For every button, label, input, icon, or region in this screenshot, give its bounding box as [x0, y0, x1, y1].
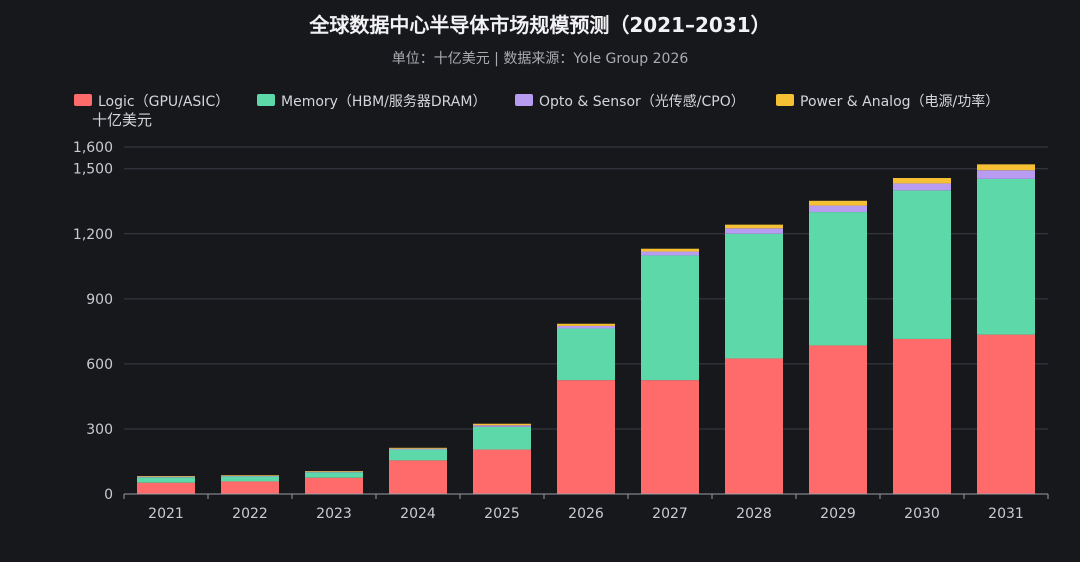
x-axis: 2021 2022 2023 2024 2025 2026 2027 2028 2029 2030… [123, 493, 1049, 522]
bar-segment[interactable] [809, 205, 867, 213]
bar-segment[interactable] [221, 475, 279, 476]
legend-swatch-4[interactable] [776, 94, 794, 106]
bar-segment[interactable] [725, 224, 783, 229]
bar-segment[interactable] [809, 212, 867, 346]
x-tick-label: 2021 [148, 506, 184, 522]
bar-segment[interactable] [977, 178, 1035, 335]
bar-segment[interactable] [893, 178, 951, 184]
bar-stack-2024[interactable] [389, 447, 447, 494]
x-tick-label: 2028 [736, 506, 772, 522]
bar-stack-2026[interactable] [557, 323, 615, 494]
bar-segment[interactable] [893, 190, 951, 339]
bar-segment[interactable] [389, 448, 447, 450]
bar-segment[interactable] [137, 475, 195, 477]
bar-segment[interactable] [641, 248, 699, 252]
bar-stack-2031[interactable] [977, 164, 1035, 494]
bar-segment[interactable] [641, 380, 699, 494]
bar-stack-2030[interactable] [893, 178, 951, 494]
x-tick-label: 2024 [400, 506, 436, 522]
bar-segment[interactable] [977, 170, 1035, 179]
bar-segment[interactable] [305, 477, 363, 494]
bar-segment[interactable] [305, 472, 363, 478]
x-tick-label: 2025 [484, 506, 520, 522]
x-tick-label: 2030 [904, 506, 940, 522]
x-tick-label: 2026 [568, 506, 604, 522]
y-tick-label: 900 [86, 292, 113, 308]
bar-segment[interactable] [893, 338, 951, 494]
y-tick-label: 1,600 [73, 140, 113, 156]
bar-segment[interactable] [725, 228, 783, 234]
bar-segment[interactable] [557, 380, 615, 494]
legend-swatch-3[interactable] [515, 94, 533, 106]
bar-stack-2029[interactable] [809, 200, 867, 494]
y-tick-label: 1,200 [73, 227, 113, 243]
bar-segment[interactable] [473, 425, 531, 427]
bar-segment[interactable] [137, 477, 195, 483]
bar-segment[interactable] [725, 233, 783, 359]
x-tick-label: 2027 [652, 506, 688, 522]
bar-segment[interactable] [221, 481, 279, 494]
legend-label-4[interactable]: Power & Analog（电源/功率） [800, 93, 999, 110]
x-tick-label: 2022 [232, 506, 268, 522]
bar-stack-2027[interactable] [641, 248, 699, 494]
x-tick-label: 2029 [820, 506, 856, 522]
chart-title: 全球数据中心半导体市场规模预测（2021–2031） [308, 13, 770, 37]
bar-segment[interactable] [473, 449, 531, 494]
bar-segment[interactable] [389, 449, 447, 461]
bar-stack-2025[interactable] [473, 423, 531, 494]
bar-segment[interactable] [221, 476, 279, 482]
bar-segment[interactable] [725, 358, 783, 494]
chart-subtitle: 单位：十亿美元 | 数据来源：Yole Group 2026 [392, 51, 689, 67]
bar-stacks [137, 164, 1035, 494]
bar-segment[interactable] [305, 471, 363, 473]
y-tick-label: 1,500 [73, 162, 113, 178]
x-tick-label: 2031 [988, 506, 1024, 522]
bar-segment[interactable] [557, 325, 615, 329]
bar-segment[interactable] [809, 345, 867, 494]
bar-segment[interactable] [557, 328, 615, 381]
bar-segment[interactable] [137, 476, 195, 478]
y-axis-ticks: 0 300 600 900 1,200 1,500 1,600 [73, 140, 113, 503]
bar-stack-2021[interactable] [137, 475, 195, 494]
y-tick-label: 600 [86, 357, 113, 373]
bar-segment[interactable] [473, 426, 531, 450]
legend-swatch-2[interactable] [257, 94, 275, 106]
bar-segment[interactable] [641, 255, 699, 381]
legend-label-1[interactable]: Logic（GPU/ASIC） [98, 94, 229, 110]
bar-segment[interactable] [221, 475, 279, 477]
legend: Logic（GPU/ASIC） Memory（HBM/服务器DRAM） Opto &… [74, 93, 999, 110]
y-tick-label: 0 [104, 487, 113, 503]
x-tick-label: 2023 [316, 506, 352, 522]
bar-segment[interactable] [305, 471, 363, 472]
bar-segment[interactable] [473, 423, 531, 426]
legend-swatch-1[interactable] [74, 94, 92, 106]
legend-label-2[interactable]: Memory（HBM/服务器DRAM） [281, 94, 486, 110]
bar-stack-2028[interactable] [725, 224, 783, 494]
bar-segment[interactable] [977, 164, 1035, 171]
bar-stack-2022[interactable] [221, 475, 279, 494]
bar-segment[interactable] [137, 482, 195, 494]
bar-segment[interactable] [977, 334, 1035, 494]
bar-segment[interactable] [557, 323, 615, 326]
bar-segment[interactable] [893, 183, 951, 191]
bar-segment[interactable] [641, 251, 699, 256]
bar-segment[interactable] [809, 200, 867, 206]
y-axis-unit-label: 十亿美元 [92, 111, 152, 129]
bar-stack-2023[interactable] [305, 471, 363, 494]
y-tick-label: 300 [86, 422, 113, 438]
legend-label-3[interactable]: Opto & Sensor（光传感/CPO） [539, 93, 745, 110]
bar-segment[interactable] [389, 460, 447, 494]
bar-segment[interactable] [389, 447, 447, 449]
